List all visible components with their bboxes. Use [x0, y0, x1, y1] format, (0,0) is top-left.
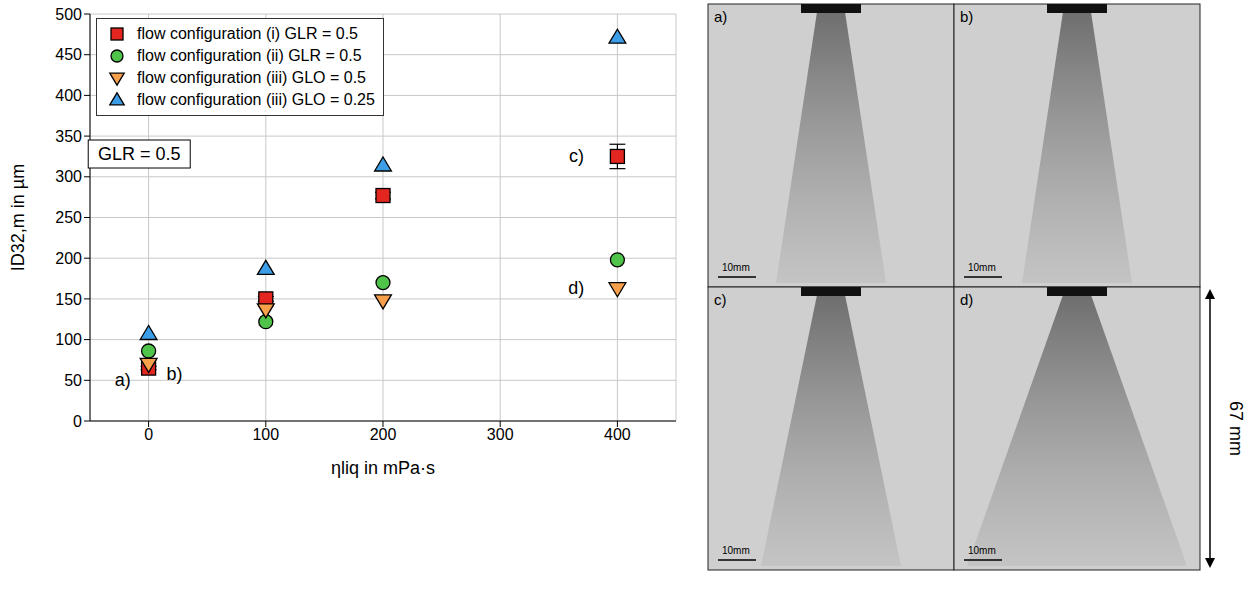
- svg-text:10mm: 10mm: [968, 545, 996, 556]
- html-text:flow configuration (iii) GLO =: flow configuration (iii) GLO = 0.5: [137, 69, 366, 86]
- svg-text:d): d): [960, 291, 973, 308]
- svg-text:0: 0: [144, 426, 153, 443]
- svg-text:c): c): [714, 291, 727, 308]
- html-text:flow configuration (iii) GLO =: flow configuration (iii) GLO = 0.25: [137, 91, 375, 108]
- svg-text:200: 200: [55, 250, 82, 267]
- svg-text:350: 350: [55, 128, 82, 145]
- svg-text:b): b): [960, 8, 973, 25]
- svg-text:10mm: 10mm: [722, 262, 750, 273]
- html-text:flow configuration (i) GLR = 0: flow configuration (i) GLR = 0.5: [137, 25, 358, 42]
- svg-text:100: 100: [55, 331, 82, 348]
- svg-text:ηliq in mPa·s: ηliq in mPa·s: [331, 458, 435, 478]
- svg-text:0: 0: [73, 413, 82, 430]
- svg-text:450: 450: [55, 46, 82, 63]
- html-text:flow configuration (ii) GLR =: flow configuration (ii) GLR = 0.5: [137, 47, 362, 64]
- svg-text:10mm: 10mm: [968, 262, 996, 273]
- svg-text:c): c): [569, 146, 584, 166]
- svg-text:500: 500: [55, 6, 82, 23]
- svg-text:a): a): [115, 370, 131, 390]
- svg-text:300: 300: [487, 426, 514, 443]
- svg-text:d): d): [568, 278, 584, 298]
- svg-text:300: 300: [55, 168, 82, 185]
- svg-text:GLR = 0.5: GLR = 0.5: [98, 144, 181, 164]
- svg-text:50: 50: [64, 372, 82, 389]
- svg-text:400: 400: [55, 87, 82, 104]
- svg-text:250: 250: [55, 209, 82, 226]
- svg-text:ID32,m in µm: ID32,m in µm: [8, 164, 28, 271]
- svg-text:a): a): [714, 8, 727, 25]
- svg-text:100: 100: [252, 426, 279, 443]
- svg-text:10mm: 10mm: [722, 545, 750, 556]
- svg-text:200: 200: [370, 426, 397, 443]
- svg-text:150: 150: [55, 291, 82, 308]
- svg-text:67 mm: 67 mm: [1226, 401, 1246, 456]
- svg-text:b): b): [166, 364, 182, 384]
- svg-text:400: 400: [604, 426, 631, 443]
